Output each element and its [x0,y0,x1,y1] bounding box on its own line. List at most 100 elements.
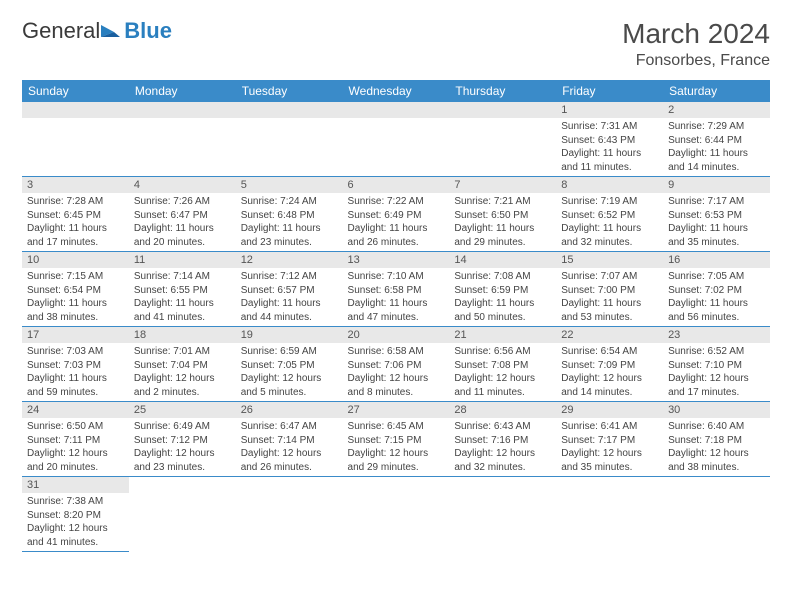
day-body: Sunrise: 7:03 AMSunset: 7:03 PMDaylight:… [22,343,129,401]
day-number: 19 [236,327,343,343]
calendar-cell [22,102,129,177]
day-body: Sunrise: 7:17 AMSunset: 6:53 PMDaylight:… [663,193,770,251]
day-body: Sunrise: 6:54 AMSunset: 7:09 PMDaylight:… [556,343,663,401]
sunset-text: Sunset: 6:55 PM [134,284,231,298]
calendar-cell: 15Sunrise: 7:07 AMSunset: 7:00 PMDayligh… [556,252,663,327]
sunrise-text: Sunrise: 6:43 AM [454,420,551,434]
calendar-cell: 7Sunrise: 7:21 AMSunset: 6:50 PMDaylight… [449,177,556,252]
daylight-text: Daylight: 11 hours and 11 minutes. [561,147,658,174]
sunrise-text: Sunrise: 6:58 AM [348,345,445,359]
sunset-text: Sunset: 6:49 PM [348,209,445,223]
sunrise-text: Sunrise: 6:56 AM [454,345,551,359]
calendar-body: 1Sunrise: 7:31 AMSunset: 6:43 PMDaylight… [22,102,770,552]
logo-flag-icon [100,22,122,40]
daylight-text: Daylight: 12 hours and 5 minutes. [241,372,338,399]
calendar-cell: 12Sunrise: 7:12 AMSunset: 6:57 PMDayligh… [236,252,343,327]
daylight-text: Daylight: 11 hours and 59 minutes. [27,372,124,399]
sunset-text: Sunset: 7:00 PM [561,284,658,298]
sunset-text: Sunset: 7:08 PM [454,359,551,373]
day-body: Sunrise: 7:10 AMSunset: 6:58 PMDaylight:… [343,268,450,326]
weekday-header: Saturday [663,80,770,102]
day-body: Sunrise: 7:22 AMSunset: 6:49 PMDaylight:… [343,193,450,251]
empty-daynum [22,102,129,118]
day-number: 28 [449,402,556,418]
sunset-text: Sunset: 8:20 PM [27,509,124,523]
day-number: 5 [236,177,343,193]
calendar-cell: 22Sunrise: 6:54 AMSunset: 7:09 PMDayligh… [556,327,663,402]
daylight-text: Daylight: 11 hours and 20 minutes. [134,222,231,249]
day-number: 6 [343,177,450,193]
sunrise-text: Sunrise: 7:26 AM [134,195,231,209]
calendar-cell [236,477,343,552]
sunset-text: Sunset: 6:48 PM [241,209,338,223]
daylight-text: Daylight: 12 hours and 38 minutes. [668,447,765,474]
sunrise-text: Sunrise: 6:49 AM [134,420,231,434]
calendar-cell: 25Sunrise: 6:49 AMSunset: 7:12 PMDayligh… [129,402,236,477]
sunrise-text: Sunrise: 7:07 AM [561,270,658,284]
sunrise-text: Sunrise: 6:54 AM [561,345,658,359]
day-body: Sunrise: 7:12 AMSunset: 6:57 PMDaylight:… [236,268,343,326]
empty-daynum [343,102,450,118]
day-number: 10 [22,252,129,268]
calendar-cell [129,477,236,552]
day-body: Sunrise: 6:58 AMSunset: 7:06 PMDaylight:… [343,343,450,401]
day-number: 1 [556,102,663,118]
daylight-text: Daylight: 11 hours and 26 minutes. [348,222,445,249]
day-body: Sunrise: 6:47 AMSunset: 7:14 PMDaylight:… [236,418,343,476]
empty-daynum [236,102,343,118]
daylight-text: Daylight: 12 hours and 11 minutes. [454,372,551,399]
day-body: Sunrise: 7:07 AMSunset: 7:00 PMDaylight:… [556,268,663,326]
calendar-cell [129,102,236,177]
day-number: 3 [22,177,129,193]
daylight-text: Daylight: 12 hours and 29 minutes. [348,447,445,474]
calendar-cell [343,477,450,552]
day-body: Sunrise: 6:52 AMSunset: 7:10 PMDaylight:… [663,343,770,401]
daylight-text: Daylight: 12 hours and 17 minutes. [668,372,765,399]
day-number: 24 [22,402,129,418]
sunrise-text: Sunrise: 7:29 AM [668,120,765,134]
sunrise-text: Sunrise: 7:14 AM [134,270,231,284]
sunset-text: Sunset: 6:45 PM [27,209,124,223]
calendar-cell: 10Sunrise: 7:15 AMSunset: 6:54 PMDayligh… [22,252,129,327]
sunrise-text: Sunrise: 7:08 AM [454,270,551,284]
sunrise-text: Sunrise: 7:17 AM [668,195,765,209]
weekday-header: Tuesday [236,80,343,102]
calendar-cell: 20Sunrise: 6:58 AMSunset: 7:06 PMDayligh… [343,327,450,402]
sunset-text: Sunset: 6:57 PM [241,284,338,298]
calendar-cell: 21Sunrise: 6:56 AMSunset: 7:08 PMDayligh… [449,327,556,402]
day-number: 17 [22,327,129,343]
calendar-cell: 27Sunrise: 6:45 AMSunset: 7:15 PMDayligh… [343,402,450,477]
daylight-text: Daylight: 12 hours and 2 minutes. [134,372,231,399]
calendar-cell: 16Sunrise: 7:05 AMSunset: 7:02 PMDayligh… [663,252,770,327]
daylight-text: Daylight: 12 hours and 35 minutes. [561,447,658,474]
daylight-text: Daylight: 11 hours and 56 minutes. [668,297,765,324]
sunrise-text: Sunrise: 6:40 AM [668,420,765,434]
calendar-table: SundayMondayTuesdayWednesdayThursdayFrid… [22,80,770,552]
calendar-cell [556,477,663,552]
daylight-text: Daylight: 11 hours and 41 minutes. [134,297,231,324]
calendar-cell: 8Sunrise: 7:19 AMSunset: 6:52 PMDaylight… [556,177,663,252]
day-body: Sunrise: 6:56 AMSunset: 7:08 PMDaylight:… [449,343,556,401]
sunrise-text: Sunrise: 6:47 AM [241,420,338,434]
daylight-text: Daylight: 11 hours and 44 minutes. [241,297,338,324]
day-number: 18 [129,327,236,343]
day-number: 30 [663,402,770,418]
month-title: March 2024 [622,18,770,50]
day-number: 21 [449,327,556,343]
daylight-text: Daylight: 12 hours and 20 minutes. [27,447,124,474]
sunset-text: Sunset: 7:11 PM [27,434,124,448]
header: General Blue March 2024 Fonsorbes, Franc… [22,18,770,70]
location: Fonsorbes, France [622,52,770,70]
sunset-text: Sunset: 7:05 PM [241,359,338,373]
calendar-head: SundayMondayTuesdayWednesdayThursdayFrid… [22,80,770,102]
day-number: 7 [449,177,556,193]
day-body: Sunrise: 7:38 AMSunset: 8:20 PMDaylight:… [22,493,129,551]
calendar-cell: 29Sunrise: 6:41 AMSunset: 7:17 PMDayligh… [556,402,663,477]
calendar-cell: 17Sunrise: 7:03 AMSunset: 7:03 PMDayligh… [22,327,129,402]
day-body: Sunrise: 7:28 AMSunset: 6:45 PMDaylight:… [22,193,129,251]
daylight-text: Daylight: 12 hours and 41 minutes. [27,522,124,549]
day-body: Sunrise: 7:21 AMSunset: 6:50 PMDaylight:… [449,193,556,251]
sunset-text: Sunset: 6:54 PM [27,284,124,298]
calendar-cell: 6Sunrise: 7:22 AMSunset: 6:49 PMDaylight… [343,177,450,252]
sunset-text: Sunset: 6:52 PM [561,209,658,223]
